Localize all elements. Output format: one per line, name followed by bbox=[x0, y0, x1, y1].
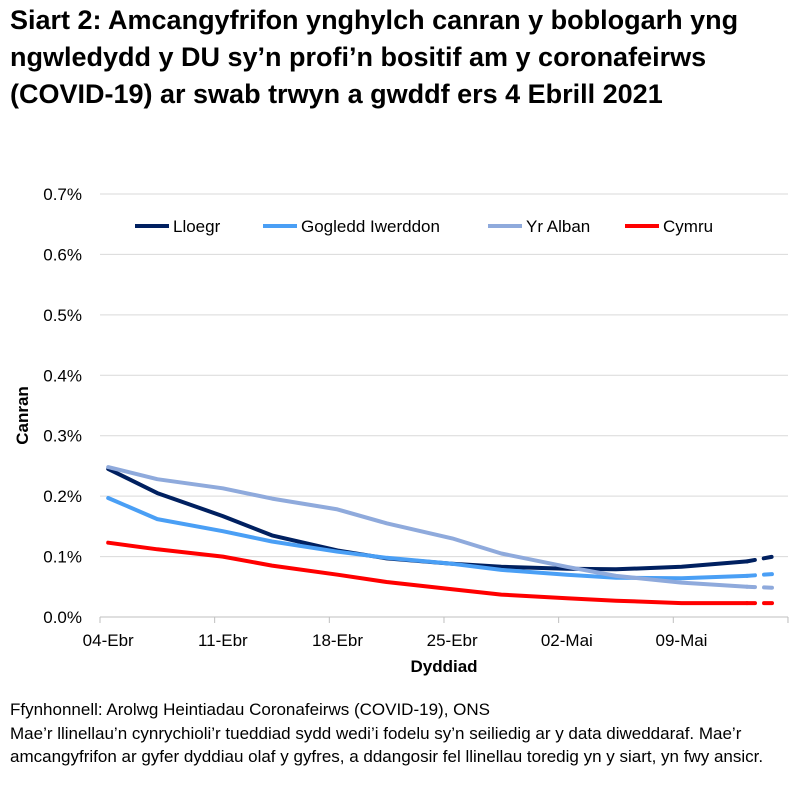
y-tick-label: 0.7% bbox=[43, 185, 82, 204]
y-tick-label: 0.2% bbox=[43, 487, 82, 506]
series-line-yr-alban bbox=[106, 465, 749, 589]
y-tick-label: 0.1% bbox=[43, 548, 82, 567]
x-tick-label: 11-Ebr bbox=[198, 631, 248, 650]
series-line-cymru bbox=[106, 540, 749, 606]
y-tick-label: 0.6% bbox=[43, 245, 82, 264]
x-tick-label: 18-Ebr bbox=[312, 631, 363, 650]
series-projection-lloegr bbox=[745, 553, 782, 564]
y-tick-label: 0.0% bbox=[43, 608, 82, 627]
line-chart: 0.0% 0.1% 0.2% 0.3% 0.4% 0.5% 0.6% 0.7% 04-Ebr 11… bbox=[13, 185, 789, 676]
chart-title: Siart 2: Amcangyfrifon ynghylch canran y… bbox=[10, 5, 739, 109]
legend-label: Cymru bbox=[663, 217, 713, 236]
legend-label: Gogledd Iwerddon bbox=[301, 217, 440, 236]
y-axis-title: Canran bbox=[13, 386, 32, 445]
x-tick-label: 04-Ebr bbox=[83, 631, 134, 650]
series-projection-gogledd-iwerddon bbox=[745, 571, 782, 578]
x-tick-label: 09-Mai bbox=[656, 631, 708, 650]
y-tick-label: 0.5% bbox=[43, 306, 82, 325]
x-tick-label: 02-Mai bbox=[541, 631, 593, 650]
y-tick-label: 0.4% bbox=[43, 366, 82, 385]
legend-label: Lloegr bbox=[173, 217, 221, 236]
x-tick-label: 25-Ebr bbox=[427, 631, 478, 650]
x-axis-title: Dyddiad bbox=[410, 657, 477, 676]
legend-label: Yr Alban bbox=[526, 217, 590, 236]
note-text: Mae’r llinellau’n cynrychioli’r tueddiad… bbox=[10, 724, 764, 766]
y-tick-label: 0.3% bbox=[43, 427, 82, 446]
series-projection-yr-alban bbox=[745, 584, 782, 590]
source-text: Ffynhonnell: Arolwg Heintiadau Coronafei… bbox=[10, 700, 490, 719]
